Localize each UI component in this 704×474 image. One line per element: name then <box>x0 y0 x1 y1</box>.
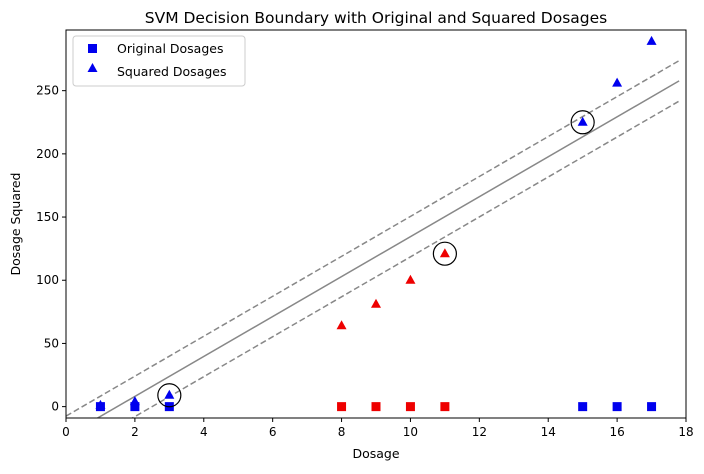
original-dosage-point <box>130 402 140 412</box>
chart-title: SVM Decision Boundary with Original and … <box>145 9 608 27</box>
squared-dosage-point <box>646 35 657 45</box>
y-tick-label: 250 <box>36 84 59 98</box>
squared-dosage-point <box>371 298 381 308</box>
squared-dosage-point <box>336 320 347 330</box>
decision-boundary-line <box>96 80 680 418</box>
x-tick-label: 6 <box>269 425 277 439</box>
original-dosage-point <box>578 402 588 412</box>
squared-dosage-point <box>164 389 175 399</box>
legend-entry-original: Original Dosages <box>117 41 223 56</box>
x-tick-label: 18 <box>678 425 693 439</box>
legend: Original Dosages Squared Dosages <box>72 35 246 87</box>
legend-box <box>72 35 246 87</box>
squared-dosage-point <box>405 274 416 284</box>
upper-margin-line <box>66 60 680 417</box>
squared-dosage-point <box>129 396 140 406</box>
x-axis-label: Dosage <box>352 446 399 461</box>
x-tick-label: 12 <box>472 425 487 439</box>
y-tick-label: 200 <box>36 147 59 161</box>
legend-entry-squared: Squared Dosages <box>117 64 227 79</box>
original-dosage-point <box>440 402 450 412</box>
y-tick-label: 0 <box>51 400 59 414</box>
x-tick-label: 16 <box>609 425 624 439</box>
support-vector-ring <box>570 110 595 135</box>
support-vector-ring <box>157 383 182 408</box>
squared-dosage-point <box>439 248 450 258</box>
x-axis-ticks: 0 2 4 6 8 10 12 14 16 18 <box>62 418 694 439</box>
legend-triangle-marker <box>87 63 98 72</box>
original-dosage-point <box>647 402 657 412</box>
squared-dosage-point <box>612 77 623 87</box>
squared-dosage-point <box>577 116 588 126</box>
original-dosage-point <box>405 402 415 412</box>
y-tick-label: 150 <box>36 210 59 224</box>
original-dosage-point <box>612 402 622 412</box>
original-dosage-point <box>337 402 347 412</box>
x-tick-label: 8 <box>338 425 346 439</box>
legend-square-marker <box>88 44 97 53</box>
y-tick-label: 100 <box>36 273 59 287</box>
plot-frame <box>65 29 687 419</box>
support-vector-ring <box>432 241 457 266</box>
x-tick-label: 0 <box>62 425 70 439</box>
x-tick-label: 14 <box>541 425 556 439</box>
support-vectors-group <box>157 110 595 408</box>
squared-dosage-point <box>95 399 106 409</box>
x-tick-label: 4 <box>200 425 208 439</box>
x-tick-label: 10 <box>403 425 418 439</box>
data-points-group <box>95 35 657 412</box>
y-axis-ticks: 0 50 100 150 200 250 <box>36 84 66 414</box>
y-tick-label: 50 <box>44 336 59 350</box>
original-dosage-point <box>371 402 381 412</box>
x-tick-label: 2 <box>131 425 139 439</box>
y-axis-label: Dosage Squared <box>8 173 23 276</box>
